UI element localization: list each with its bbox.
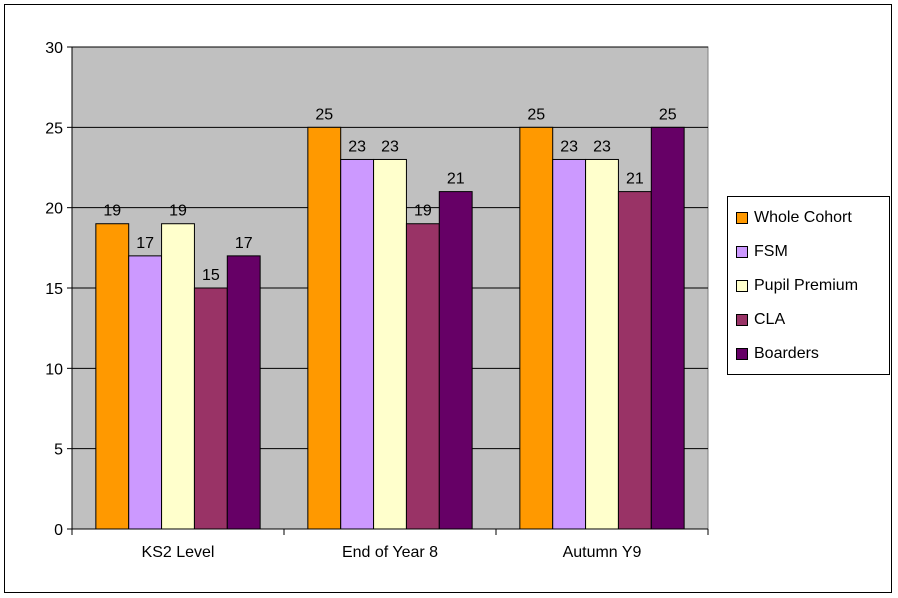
bar-boarders [226, 255, 261, 530]
bar-fsm [128, 255, 163, 530]
legend-swatch [736, 314, 748, 326]
bars [95, 126, 685, 530]
bar-fsm [552, 158, 587, 530]
legend-swatch [736, 246, 748, 258]
legend-label: FSM [754, 243, 788, 260]
bar-boarders [650, 126, 685, 530]
x-tick-label: End of Year 8 [342, 544, 438, 561]
legend-item: Boarders [736, 344, 819, 364]
legend-item: CLA [736, 310, 785, 330]
data-label: 17 [235, 235, 253, 252]
bar-cla [193, 287, 228, 530]
bar-boarders [438, 191, 473, 530]
legend-label: Pupil Premium [754, 277, 859, 294]
bar-whole-cohort [95, 223, 130, 530]
legend-item: Whole Cohort [736, 208, 852, 228]
y-tick-label: 0 [54, 522, 63, 539]
y-tick-label: 10 [45, 361, 63, 378]
bar-pupil-premium [161, 223, 195, 530]
data-label: 19 [169, 203, 187, 220]
legend-item: Pupil Premium [736, 276, 858, 296]
legend-item: FSM [736, 242, 788, 262]
data-labels: 19 17 19 15 17 25 23 23 19 21 25 23 23 21 25 [103, 106, 676, 284]
bar-cla [617, 191, 652, 530]
y-axis: 0 5 10 15 20 25 30 [45, 40, 73, 539]
data-label: 17 [136, 235, 154, 252]
data-label: 15 [202, 267, 220, 284]
data-label: 23 [381, 138, 399, 155]
bar-whole-cohort [307, 126, 342, 530]
legend-swatch [736, 280, 748, 292]
y-tick-label: 5 [54, 442, 63, 459]
bar-pupil-premium [373, 158, 407, 530]
bar-cla [405, 223, 440, 530]
x-axis: KS2 Level End of Year 8 Autumn Y9 [67, 528, 709, 561]
bar-fsm [340, 158, 375, 530]
data-label: 21 [447, 171, 465, 188]
legend-label: CLA [754, 311, 786, 328]
legend-label: Whole Cohort [754, 209, 852, 226]
legend-label: Boarders [754, 345, 819, 362]
bar-pupil-premium [585, 158, 619, 530]
data-label: 19 [414, 203, 432, 220]
data-label: 25 [527, 106, 545, 123]
legend-swatch [736, 212, 748, 224]
y-tick-label: 30 [45, 40, 63, 57]
data-label: 23 [560, 138, 578, 155]
chart-frame [4, 4, 892, 593]
y-tick-label: 25 [45, 120, 63, 137]
data-label: 19 [103, 203, 121, 220]
y-tick-label: 15 [45, 281, 63, 298]
data-label: 21 [626, 171, 644, 188]
legend-swatch [736, 348, 748, 360]
legend: Whole Cohort FSM Pupil Premium CLA Boarders [727, 196, 890, 375]
data-label: 25 [315, 106, 333, 123]
x-tick-label: Autumn Y9 [563, 544, 642, 561]
data-label: 23 [348, 138, 366, 155]
y-tick-label: 20 [45, 201, 63, 218]
bar-whole-cohort [519, 126, 554, 530]
data-label: 25 [659, 106, 677, 123]
x-tick-label: KS2 Level [142, 544, 215, 561]
data-label: 23 [593, 138, 611, 155]
